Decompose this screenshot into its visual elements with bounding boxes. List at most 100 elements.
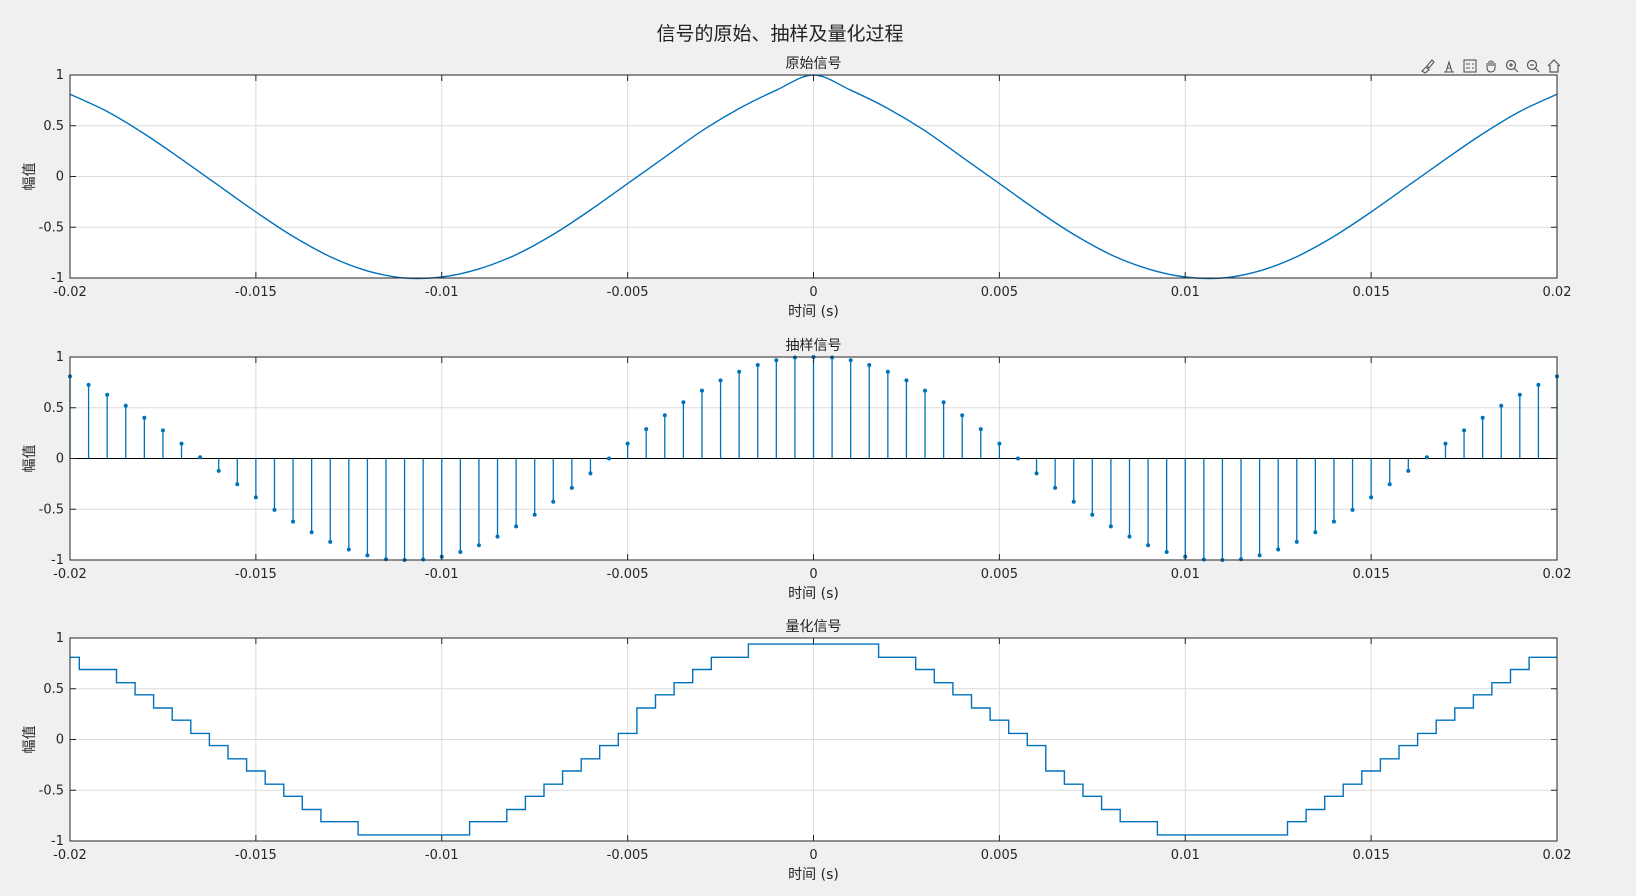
- stem-marker[interactable]: [1480, 415, 1485, 420]
- datatip-icon[interactable]: [1439, 56, 1458, 76]
- quantized-signal-line[interactable]: [70, 643, 1557, 836]
- stem-marker[interactable]: [1387, 482, 1392, 487]
- stem-marker[interactable]: [625, 441, 630, 446]
- stem-marker[interactable]: [978, 427, 983, 432]
- stem-marker[interactable]: [1331, 519, 1336, 524]
- stem-marker[interactable]: [1164, 549, 1169, 554]
- stem-marker[interactable]: [1053, 485, 1058, 490]
- stem-marker[interactable]: [1499, 403, 1504, 408]
- stem-marker[interactable]: [885, 369, 890, 374]
- x-tick-label: 0.015: [1353, 848, 1390, 863]
- stem-marker[interactable]: [774, 358, 779, 363]
- stem-marker[interactable]: [1462, 428, 1467, 433]
- x-tick-label: 0.015: [1353, 285, 1390, 300]
- zoom-in-icon[interactable]: [1502, 56, 1521, 76]
- stem-marker[interactable]: [607, 456, 612, 461]
- stem-marker[interactable]: [1201, 557, 1206, 562]
- stem-marker[interactable]: [588, 471, 593, 476]
- stem-marker[interactable]: [383, 557, 388, 562]
- stem-marker[interactable]: [1276, 547, 1281, 552]
- stem-marker[interactable]: [532, 512, 537, 517]
- stem-marker[interactable]: [904, 378, 909, 383]
- stem-marker[interactable]: [253, 495, 258, 500]
- stem-marker[interactable]: [1146, 543, 1151, 548]
- stem-marker[interactable]: [1424, 455, 1429, 460]
- x-tick-label: -0.01: [425, 285, 459, 300]
- x-tick-label: -0.005: [607, 848, 649, 863]
- x-tick-label: 0.02: [1543, 567, 1572, 582]
- stem-marker[interactable]: [1127, 534, 1132, 539]
- subplot-title: 抽样信号: [786, 338, 842, 354]
- stem-marker[interactable]: [1369, 495, 1374, 500]
- x-tick-label: -0.02: [53, 567, 87, 582]
- x-tick-label: -0.005: [607, 285, 649, 300]
- stem-marker[interactable]: [309, 530, 314, 535]
- stem-marker[interactable]: [699, 388, 704, 393]
- stem-marker[interactable]: [1090, 512, 1095, 517]
- stem-marker[interactable]: [1257, 553, 1262, 558]
- stem-marker[interactable]: [86, 382, 91, 387]
- home-icon[interactable]: [1544, 56, 1563, 76]
- stem-marker[interactable]: [830, 355, 835, 360]
- brush-icon[interactable]: [1418, 56, 1437, 76]
- stem-marker[interactable]: [867, 363, 872, 368]
- stem-marker[interactable]: [105, 392, 110, 397]
- stem-marker[interactable]: [1536, 382, 1541, 387]
- stem-marker[interactable]: [1294, 539, 1299, 544]
- stem-marker[interactable]: [792, 355, 797, 360]
- stem-marker[interactable]: [1015, 456, 1020, 461]
- stem-marker[interactable]: [272, 507, 277, 512]
- stem-marker[interactable]: [848, 358, 853, 363]
- y-tick-label: -1: [51, 834, 64, 849]
- subplot-2[interactable]: -0.02 -0.015 -0.01 -0.005 0 0.005 0.01 0.015 0.0…: [22, 338, 1571, 602]
- subplot-1[interactable]: -0.02 -0.015 -0.01 -0.005 0 0.005 0.01 0.015 0.0…: [22, 56, 1571, 320]
- stem-marker[interactable]: [1350, 507, 1355, 512]
- stem-marker[interactable]: [737, 369, 742, 374]
- stem-marker[interactable]: [551, 499, 556, 504]
- stem-marker[interactable]: [1406, 468, 1411, 473]
- y-tick-label: -1: [51, 271, 64, 286]
- subplot-3[interactable]: -0.02 -0.015 -0.01 -0.005 0 0.005 0.01 0.015 0.0…: [22, 619, 1571, 883]
- stem-marker[interactable]: [495, 534, 500, 539]
- stem-marker[interactable]: [644, 427, 649, 432]
- stem-marker[interactable]: [235, 482, 240, 487]
- stem-marker[interactable]: [1071, 499, 1076, 504]
- stem-marker[interactable]: [1443, 441, 1448, 446]
- stem-marker[interactable]: [365, 553, 370, 558]
- stem-marker[interactable]: [216, 468, 221, 473]
- pan-icon[interactable]: [1481, 56, 1500, 76]
- stem-marker[interactable]: [569, 485, 574, 490]
- stem-marker[interactable]: [1313, 530, 1318, 535]
- stem-marker[interactable]: [514, 524, 519, 529]
- y-tick-label: 0.5: [43, 682, 64, 697]
- x-tick-label: -0.01: [425, 848, 459, 863]
- stem-marker[interactable]: [421, 557, 426, 562]
- stem-marker[interactable]: [123, 403, 128, 408]
- stem-marker[interactable]: [662, 413, 667, 418]
- stem-marker[interactable]: [346, 547, 351, 552]
- stem-marker[interactable]: [755, 363, 760, 368]
- stem-marker[interactable]: [1034, 471, 1039, 476]
- stem-marker[interactable]: [1108, 524, 1113, 529]
- legend-icon[interactable]: [1460, 56, 1479, 76]
- stem-marker[interactable]: [160, 428, 165, 433]
- stem-marker[interactable]: [476, 543, 481, 548]
- stem-marker[interactable]: [1517, 392, 1522, 397]
- stem-marker[interactable]: [328, 539, 333, 544]
- stem-marker[interactable]: [997, 441, 1002, 446]
- stem-marker[interactable]: [291, 519, 296, 524]
- y-tick-label: 0: [56, 452, 64, 467]
- stem-marker[interactable]: [198, 455, 203, 460]
- y-axis-label: 幅值: [22, 445, 38, 473]
- stem-marker[interactable]: [718, 378, 723, 383]
- stem-marker[interactable]: [923, 388, 928, 393]
- stem-marker[interactable]: [941, 400, 946, 405]
- stem-marker[interactable]: [179, 441, 184, 446]
- stem-marker[interactable]: [681, 400, 686, 405]
- stem-marker[interactable]: [960, 413, 965, 418]
- stem-marker[interactable]: [1239, 557, 1244, 562]
- stem-marker[interactable]: [142, 415, 147, 420]
- zoom-out-icon[interactable]: [1523, 56, 1542, 76]
- stem-marker[interactable]: [458, 549, 463, 554]
- x-tick-label: 0: [809, 567, 817, 582]
